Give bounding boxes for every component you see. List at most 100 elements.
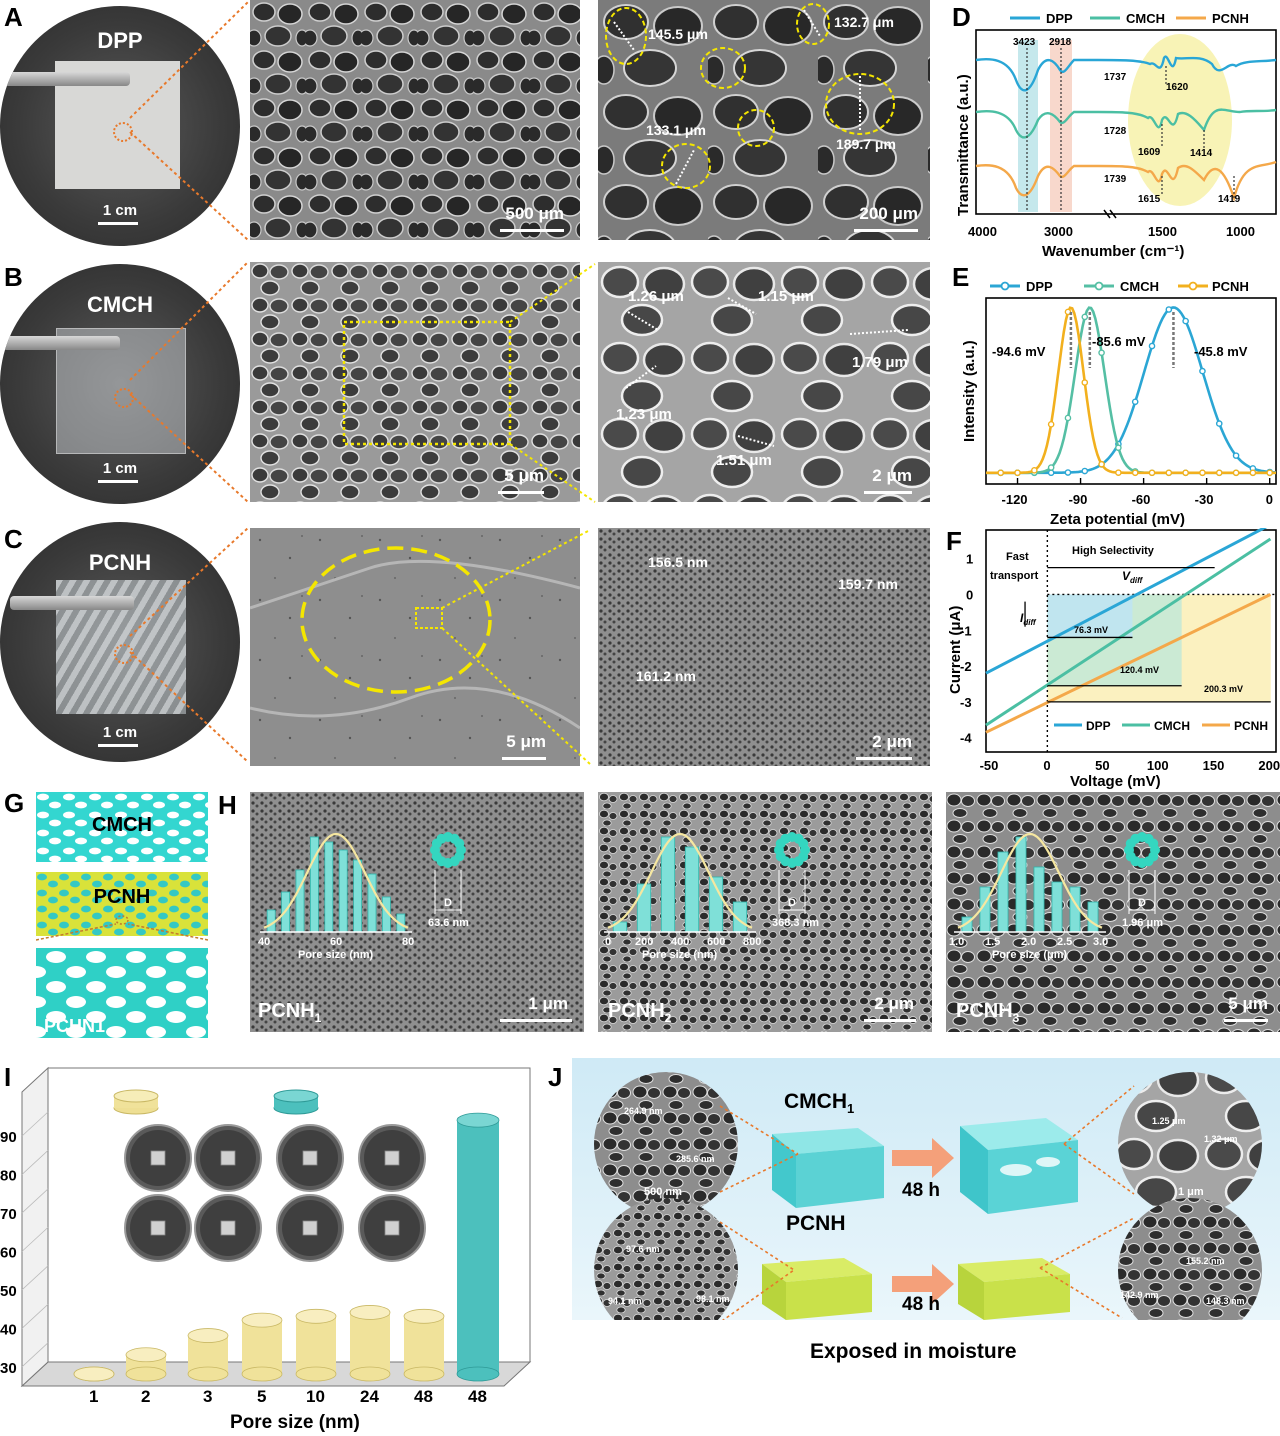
x-tick: 1 [89, 1387, 98, 1406]
histogram-bar [1033, 866, 1045, 933]
highlight-region [1128, 34, 1232, 206]
histogram-bar [338, 849, 348, 933]
data-point [1064, 308, 1072, 316]
x-axis-label: Wavenumber (cm⁻¹) [1042, 243, 1184, 260]
sem-pcnh2: 0 200 400 600 800 Pore size (nm) D 368.3 nm PCN… [598, 792, 932, 1032]
x-tick: -60 [1132, 492, 1151, 507]
data-point [1014, 469, 1021, 477]
svg-text:D: D [788, 897, 796, 909]
y-tick: 30 [0, 1360, 17, 1377]
data-point [1165, 306, 1173, 313]
bar-cylinder [350, 1312, 390, 1374]
scale-label: 5 μm [504, 466, 544, 485]
y-tick: 80 [0, 1167, 17, 1184]
panel-label-j: J [548, 1062, 563, 1092]
svg-text:D: D [444, 897, 452, 909]
sem-pcnh3: 1.0 1.5 2.0 2.5 3.0 Pore size (μm) D 1.96 μm PC… [946, 792, 1280, 1032]
data-point [1115, 469, 1122, 476]
legend-label: CMCH [1126, 11, 1165, 26]
peak-label: 3423 [1013, 37, 1036, 48]
histogram-bar [1051, 881, 1063, 933]
scale-bar [1224, 1019, 1268, 1022]
pore-size-label: 161.2 nm [636, 668, 696, 684]
sem-dpp-zoom: 145.5 μm 132.7 μm 133.1 μm 189.7 μm 200 … [598, 0, 930, 240]
tweezer [0, 336, 120, 350]
legend-label: PCNH [1234, 719, 1268, 733]
data-point [1047, 469, 1055, 477]
data-point [1199, 367, 1206, 375]
pore-size-label: 94.1 nm [608, 1296, 642, 1306]
histogram-h1: 40 60 80 Pore size (nm) D 63.6 nm [258, 832, 469, 961]
bar-cap [125, 1347, 167, 1363]
label-pcnh: PCNH [786, 1212, 846, 1235]
annotation: 76.3 mV [1074, 625, 1108, 635]
plot-frame [975, 29, 1277, 215]
scale-label: 500 nm [650, 1326, 688, 1338]
y-tick: 0 [966, 587, 973, 602]
peak-label: 1609 [1138, 147, 1161, 158]
x-tick: 600 [707, 936, 725, 948]
data-point [1064, 414, 1072, 422]
x-axis-label: Zeta potential (mV) [1050, 511, 1185, 528]
x-tick: 1000 [1226, 224, 1255, 239]
scale-label: 1 μm [528, 994, 568, 1013]
peak-label: 1615 [1138, 194, 1161, 205]
annotation: High Selectivity [1072, 545, 1155, 557]
label-pchn1: PCHN1 [44, 1016, 106, 1036]
pore-size-label: 97.6 nm [626, 1244, 660, 1254]
series-line-pcnh [985, 593, 1272, 734]
x-tick: 200 [1258, 758, 1280, 773]
scale-label: 1 cm [102, 202, 138, 219]
x-tick: 0 [605, 936, 611, 948]
data-point [1115, 444, 1122, 452]
scale-bar [500, 1019, 572, 1022]
bar-cap [349, 1305, 391, 1320]
peak-label: -85.6 mV [1092, 334, 1146, 349]
diagram-g [36, 792, 208, 1038]
series-line-cmch [975, 108, 1277, 139]
legend-label: DPP [1086, 719, 1111, 733]
data-point [1182, 469, 1189, 477]
label-cmch1: CMCH1 [784, 1090, 855, 1117]
sample-square [384, 1150, 400, 1166]
y-tick: 90 [0, 1129, 17, 1146]
pore-size-label: 155.2 nm [1186, 1256, 1225, 1266]
bar-cap [403, 1308, 445, 1324]
data-point [1064, 469, 1072, 476]
x-tick: 0 [1043, 758, 1050, 773]
panel-label-h: H [218, 790, 237, 820]
scale-label: 500 nm [644, 1186, 682, 1198]
zoom-connectors [129, 1, 249, 763]
scale-bar [854, 229, 918, 232]
pore-size-label: 156.5 nm [648, 554, 708, 570]
x-tick: 0 [1266, 492, 1273, 507]
scale-label: 1 cm [102, 724, 138, 741]
scale-label: 2 μm [874, 994, 914, 1013]
pore-size-label: 1.25 μm [1152, 1116, 1186, 1126]
pore-size-label: 98.1 nm [696, 1294, 730, 1304]
scale-label: 5 μm [506, 732, 546, 751]
data-point [1098, 349, 1105, 357]
series-line-dpp [986, 306, 1277, 475]
x-tick: 40 [258, 936, 270, 948]
y-tick: -4 [960, 731, 972, 746]
histogram-bar [1015, 836, 1027, 933]
chart-i: 30 40 50 60 70 80 90 1 2 3 5 10 24 48 48 Pore size (nm… [0, 1066, 532, 1433]
pore-size-label: 145.5 μm [648, 26, 708, 42]
ring-bead [454, 838, 465, 849]
bar-cap [187, 1328, 229, 1343]
sample-label: PCNH1 [258, 1000, 322, 1025]
photo-title: CMCH [87, 292, 153, 317]
scale-bar [98, 744, 138, 747]
pore-size-label: 1.51 μm [716, 452, 772, 469]
tweezer [0, 72, 130, 86]
x-tick: 10 [306, 1387, 325, 1406]
x-tick: 200 [635, 936, 653, 948]
x-axis-label: Pore size (nm) [642, 949, 718, 961]
scale-label: 2 μm [872, 466, 912, 485]
scale-bar [864, 1019, 916, 1022]
plot-frame [985, 529, 1277, 753]
y-tick: 40 [0, 1321, 17, 1338]
x-tick: -120 [1002, 492, 1028, 507]
panel-label-g: G [4, 788, 25, 818]
